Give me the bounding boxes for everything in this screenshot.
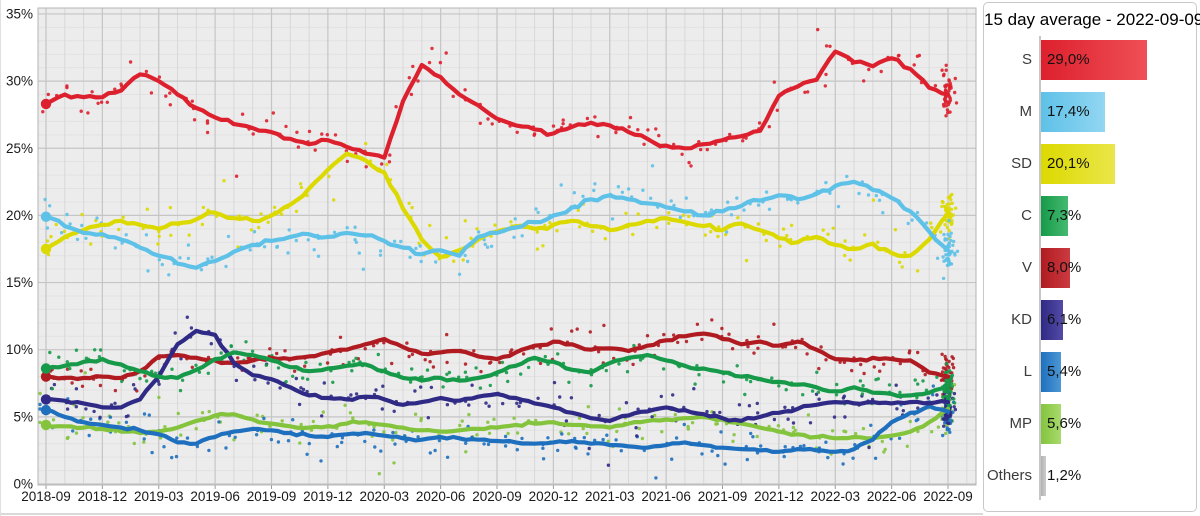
x-axis-tick-label: 2019-12: [303, 489, 353, 504]
legend-row-label: V: [1021, 259, 1032, 276]
series-start-dot-kd: [40, 394, 52, 405]
x-axis-tick-label: 2020-12: [529, 489, 579, 504]
y-axis-tick-label: 5%: [13, 409, 33, 424]
series-start-dot-sd: [40, 243, 52, 255]
legend-panel: 15 day average - 2022-09-09 S 29,0% M 17,4%…: [983, 2, 1200, 512]
legend-baseline: [1039, 36, 1041, 500]
series-line-l: [43, 404, 951, 454]
legend-row-value: 20,1%: [1047, 155, 1090, 172]
series-line-kd: [43, 328, 951, 423]
y-axis-tick-label: 15%: [6, 275, 33, 290]
legend-row-bar: [1041, 300, 1064, 340]
series-lines: [40, 49, 951, 454]
legend-row-bar: [1041, 404, 1062, 444]
legend-row-value: 29,0%: [1047, 51, 1090, 68]
series-start-dot-m: [40, 211, 52, 222]
legend-row-bar: [1041, 144, 1115, 184]
series-start-dot-s: [40, 98, 52, 110]
y-axis-tick-label: 10%: [6, 342, 33, 357]
legend-row-bar: [1041, 456, 1046, 496]
legend-row-label: SD: [1011, 155, 1032, 172]
legend-row-label: C: [1021, 207, 1032, 224]
legend-row-value: 5,6%: [1047, 415, 1082, 432]
x-axis-tick-label: 2018-09: [21, 489, 71, 504]
legend-row-bar: [1041, 196, 1068, 236]
legend-row-label: MP: [1009, 415, 1033, 432]
y-axis-tick-label: 30%: [6, 74, 33, 89]
y-axis-tick-label: 35%: [6, 6, 33, 21]
legend-title: 15 day average - 2022-09-09: [984, 10, 1200, 29]
poll-chart-svg: 0% 5% 10% 15% 20% 25% 30% 35% 2018-09 2018-12 2019…: [6, 6, 977, 504]
x-axis-tick-label: 2019-09: [247, 489, 297, 504]
legend-row-label: KD: [1011, 311, 1032, 328]
legend-row-label: M: [1019, 103, 1033, 120]
legend-row-value: 8,0%: [1047, 259, 1082, 276]
x-axis-tick-label: 2019-06: [190, 489, 240, 504]
x-axis-tick-label: 2020-06: [416, 489, 466, 504]
x-axis-tick-label: 2021-03: [585, 489, 635, 504]
legend-row-bar: [1041, 248, 1071, 288]
series-line-v: [43, 331, 951, 382]
legend-row-value: 7,3%: [1047, 207, 1082, 224]
x-axis-tick-label: 2021-06: [641, 489, 691, 504]
x-axis-tick-label: 2022-09: [923, 489, 973, 504]
x-axis-tick-label: 2020-03: [359, 489, 409, 504]
x-axis-tick-label: 2021-09: [698, 489, 748, 504]
legend-row-label: L: [1023, 363, 1032, 380]
y-axis-tick-label: 20%: [6, 208, 33, 223]
series-line-m: [43, 179, 951, 270]
legend-row-label: S: [1021, 51, 1032, 68]
legend-row-bar: [1041, 92, 1105, 132]
x-axis-tick-label: 2022-03: [810, 489, 860, 504]
legend-row-value: 5,4%: [1047, 363, 1082, 380]
poll-chart: 0% 5% 10% 15% 20% 25% 30% 35% 2018-09 2018-12 2019…: [1, 0, 981, 516]
legend-row-label: Others: [986, 467, 1032, 484]
series-start-dot-v: [40, 371, 52, 382]
legend-row-value: 17,4%: [1047, 103, 1090, 120]
x-axis-tick-label: 2018-12: [78, 489, 128, 504]
series-start-dot-c: [40, 363, 52, 374]
chart-bottom-border: [1, 513, 983, 515]
x-axis-labels: 2018-09 2018-12 2019-03 2019-06 2019-09 2019-…: [21, 489, 973, 504]
x-axis-tick-label: 2021-12: [754, 489, 804, 504]
legend-row-bar: [1041, 40, 1148, 80]
legend-row-value: 6,1%: [1047, 311, 1082, 328]
series-start-dot-l: [40, 404, 52, 416]
series-start-dot-mp: [40, 419, 52, 431]
series-line-c: [43, 350, 951, 399]
y-axis-tick-label: 0%: [13, 477, 33, 492]
series-line-s: [43, 49, 951, 160]
y-axis-labels: 0% 5% 10% 15% 20% 25% 30% 35%: [6, 6, 33, 491]
x-axis-tick-label: 2022-06: [867, 489, 917, 504]
x-axis-tick-label: 2020-09: [472, 489, 522, 504]
legend-row-value: 1,2%: [1047, 467, 1082, 484]
x-axis-tick-label: 2019-03: [134, 489, 184, 504]
series-line-mp: [43, 406, 951, 441]
legend-row-bar: [1041, 352, 1061, 392]
y-axis-tick-label: 25%: [6, 141, 33, 156]
